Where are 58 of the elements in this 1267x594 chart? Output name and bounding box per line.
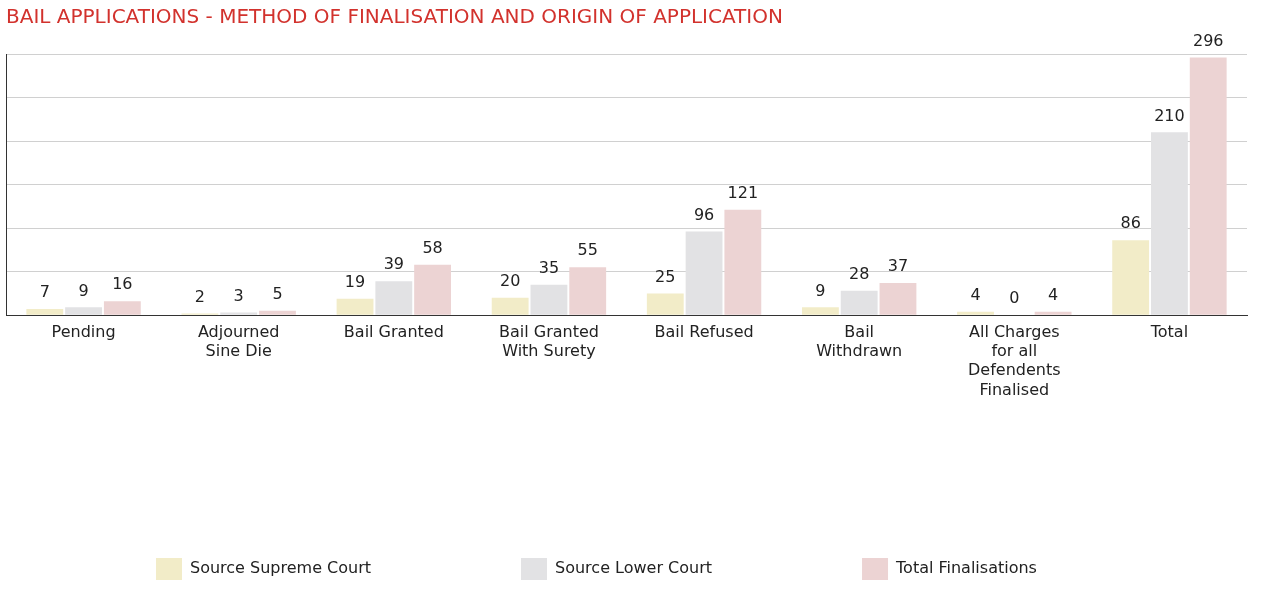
legend-label: Source Lower Court [555, 558, 713, 578]
data-label: 5 [272, 284, 283, 303]
data-label: 55 [577, 240, 598, 260]
data-label: 28 [849, 263, 870, 283]
bar [801, 307, 839, 315]
bar [259, 310, 296, 315]
data-label: 296 [1192, 30, 1224, 50]
legend-label: Total Finalisations [895, 558, 1037, 578]
bar [491, 297, 529, 315]
legend-label: Source Supreme Court [190, 558, 372, 578]
x-tick-label: Bail Withdrawn [816, 321, 903, 361]
bar [1112, 240, 1150, 315]
data-label: 37 [887, 256, 909, 276]
data-label: 7 [39, 282, 50, 302]
data-label: 210 [1154, 105, 1185, 125]
data-label: 121 [727, 183, 759, 203]
x-tick-label: Bail Refused [654, 321, 754, 341]
data-label: 16 [112, 274, 133, 294]
data-label: 0 [1009, 288, 1020, 308]
x-tick-label: Bail Granted With Surety [498, 321, 599, 361]
bar [530, 284, 568, 315]
bar [569, 267, 607, 315]
data-label: 3 [233, 285, 244, 305]
x-tick-label: Adjourned Sine Die [197, 321, 280, 361]
bar [375, 281, 413, 315]
data-label: 9 [815, 280, 826, 300]
data-label: 9 [78, 280, 89, 300]
data-label: 58 [422, 237, 443, 257]
data-label: 39 [383, 254, 404, 274]
data-label: 25 [655, 266, 676, 286]
data-label: 4 [970, 284, 981, 304]
chart-title: BAIL APPLICATIONS - METHOD OF FINALISATION AND ORIGIN OF APPLICATION [6, 4, 784, 30]
data-label: 86 [1120, 213, 1141, 233]
bar [724, 209, 762, 315]
bar [1189, 57, 1227, 315]
bar [1151, 132, 1188, 315]
bar [26, 309, 64, 315]
data-label: 2 [194, 286, 205, 306]
bar [840, 290, 878, 315]
data-label: 19 [344, 271, 366, 291]
bar [103, 301, 141, 315]
bar [957, 311, 994, 315]
data-label: 35 [538, 257, 560, 277]
bar [414, 264, 452, 315]
x-tick-label: Total [1149, 321, 1189, 341]
bar [336, 298, 374, 315]
bar [646, 293, 684, 315]
bar [1034, 311, 1072, 315]
bar [685, 231, 723, 315]
bar [65, 307, 102, 315]
data-label: 96 [693, 204, 715, 224]
data-label: 4 [1048, 284, 1059, 304]
bar [879, 282, 917, 315]
bar [220, 312, 258, 315]
data-label: 20 [499, 270, 521, 290]
x-tick-label: Bail Granted [343, 321, 444, 341]
x-tick-label: Pending [51, 321, 116, 341]
x-tick-label: All Charges for all Defendents Finalised [968, 321, 1061, 399]
